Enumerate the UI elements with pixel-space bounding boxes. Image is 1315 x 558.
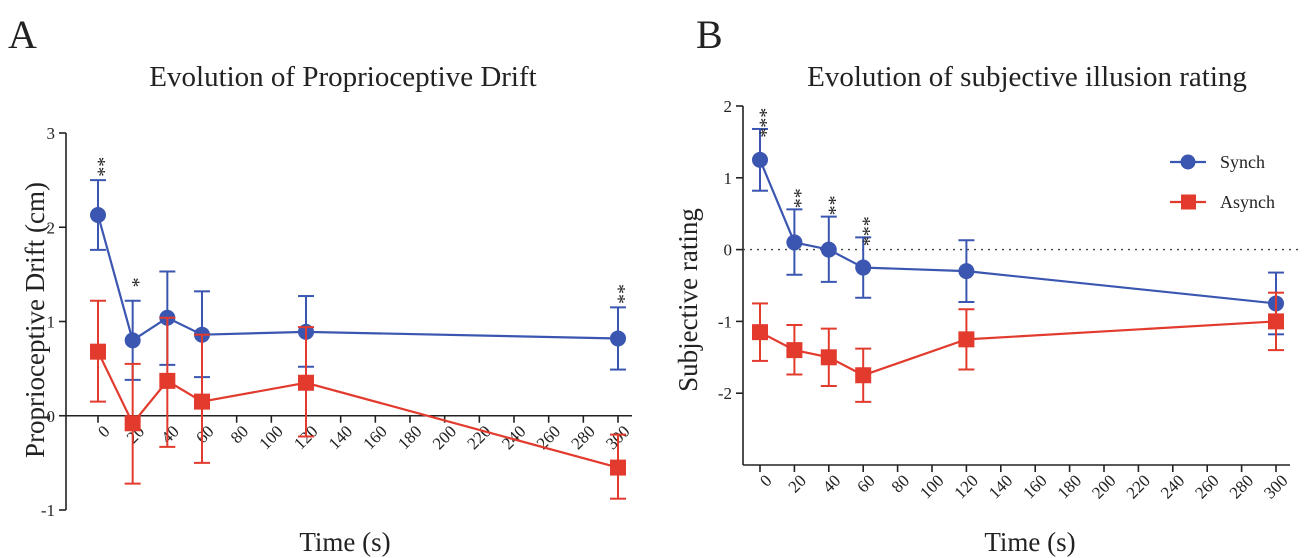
series-0-point	[90, 206, 106, 223]
series-0-point	[820, 241, 837, 258]
panel-a: A Evolution of Proprioceptive Drift Time…	[8, 12, 634, 557]
series-0-point	[752, 151, 768, 168]
series-1-point	[124, 415, 141, 432]
y-tick-label: 2	[724, 97, 733, 116]
series-1-point	[194, 393, 210, 410]
panel-a-plot: -101230204060801001201401601802002202402…	[41, 124, 634, 520]
series-1-point	[958, 331, 975, 348]
x-tick-label: 180	[394, 422, 425, 453]
x-tick-label: 160	[1019, 471, 1050, 502]
x-tick-label: 140	[985, 471, 1016, 502]
y-tick-label: -2	[718, 384, 732, 403]
x-tick-label: 20	[785, 471, 810, 496]
x-tick-label: 200	[429, 422, 460, 453]
x-tick-label: 260	[1191, 471, 1222, 502]
significance-marker: ***	[852, 216, 874, 246]
x-tick-label: 80	[227, 422, 252, 447]
series-1-line	[97, 351, 619, 469]
panel-b-title: Evolution of subjective illusion rating	[807, 61, 1247, 93]
panel-b-ylabel: Subjective rating	[673, 208, 703, 392]
y-tick-label: -1	[41, 501, 55, 520]
series-0-line	[758, 159, 1277, 305]
y-tick-label: 2	[47, 218, 56, 237]
series-0-point	[786, 234, 803, 251]
x-tick-label: 0	[94, 422, 113, 441]
y-tick-label: 0	[724, 241, 733, 260]
panel-b: B Evolution of subjective illusion ratin…	[673, 12, 1298, 557]
series-0-point	[855, 259, 872, 276]
series-1-point	[820, 349, 837, 366]
legend-0-label: Synch	[1220, 152, 1265, 172]
significance-marker: **	[87, 157, 109, 177]
legend-1-marker	[1181, 194, 1196, 210]
legend-0-marker	[1180, 154, 1196, 170]
series-1-point	[90, 343, 106, 360]
x-tick-label: 0	[756, 471, 775, 490]
x-tick-label: 280	[1226, 471, 1257, 502]
series-1-point	[298, 374, 314, 391]
x-tick-label: 120	[950, 471, 981, 502]
significance-marker: **	[607, 284, 629, 304]
series-0-line	[96, 214, 619, 343]
x-tick-label: 40	[157, 422, 182, 447]
x-tick-label: 300	[1260, 471, 1291, 502]
x-tick-label: 60	[853, 471, 878, 496]
x-tick-label: 160	[359, 422, 390, 453]
panel-b-letter: B	[696, 12, 723, 57]
x-tick-label: 240	[498, 422, 529, 453]
series-1-line	[759, 320, 1277, 377]
significance-marker: **	[818, 195, 840, 215]
x-tick-label: 140	[325, 422, 356, 453]
panel-a-xlabel: Time (s)	[299, 527, 390, 557]
x-tick-label: 220	[1122, 471, 1153, 502]
x-tick-label: 280	[567, 422, 598, 453]
panel-b-xlabel: Time (s)	[984, 527, 1075, 557]
y-tick-label: 1	[724, 169, 733, 188]
legend-1-label: Asynch	[1220, 192, 1275, 212]
series-0-point	[610, 330, 626, 347]
series-1-point	[855, 367, 872, 384]
panel-a-ylabel: Proprioceptive Drift (cm)	[20, 182, 50, 458]
x-tick-label: 60	[192, 422, 217, 447]
significance-marker: ***	[749, 108, 771, 138]
series-1-point	[610, 459, 626, 476]
series-0-point	[958, 263, 975, 280]
x-tick-label: 80	[888, 471, 913, 496]
y-tick-label: 3	[47, 124, 56, 143]
panel-a-letter: A	[8, 12, 37, 57]
y-tick-label: 0	[47, 407, 56, 426]
x-tick-label: 200	[1088, 471, 1119, 502]
series-0-point	[124, 332, 141, 349]
x-tick-label: 40	[819, 471, 844, 496]
x-tick-label: 180	[1054, 471, 1085, 502]
y-tick-label: -1	[718, 312, 732, 331]
series-1-point	[159, 372, 176, 389]
series-1-point	[1268, 313, 1284, 330]
series-1-point	[786, 342, 803, 359]
significance-marker: *	[122, 277, 144, 287]
y-tick-label: 1	[47, 313, 56, 332]
panel-a-title: Evolution of Proprioceptive Drift	[149, 61, 536, 93]
significance-marker: **	[783, 188, 805, 208]
x-tick-label: 100	[916, 471, 947, 502]
series-1-point	[752, 324, 768, 341]
x-tick-label: 100	[255, 422, 286, 453]
x-tick-label: 240	[1157, 471, 1188, 502]
